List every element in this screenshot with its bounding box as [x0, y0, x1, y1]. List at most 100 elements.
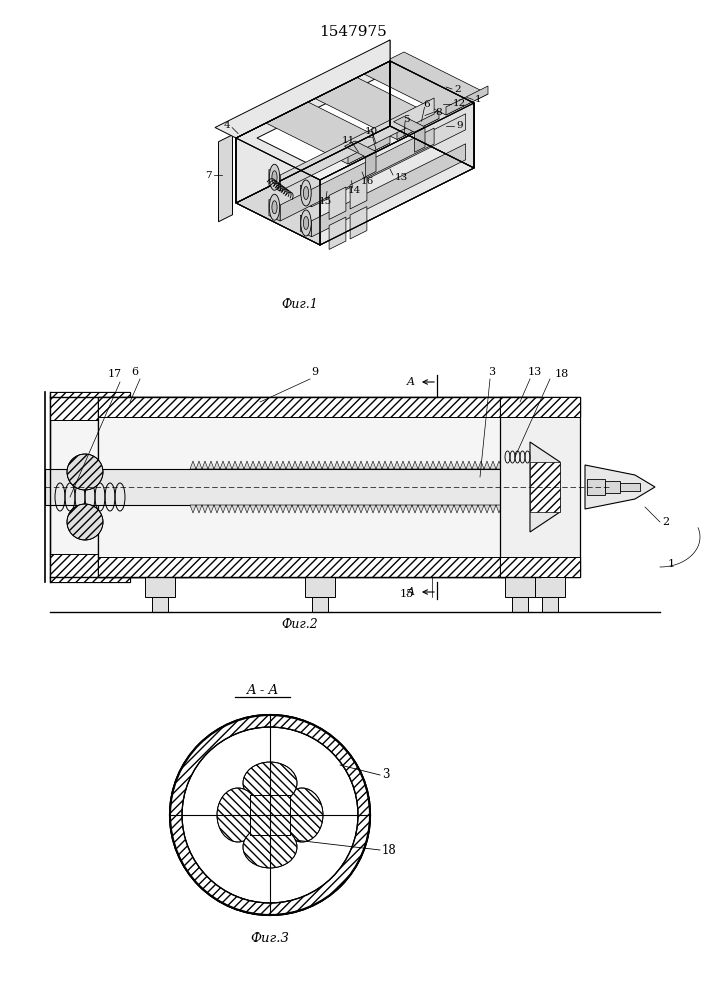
Polygon shape [236, 138, 320, 245]
Polygon shape [312, 144, 466, 237]
Text: 3: 3 [382, 768, 390, 782]
Bar [250, 795, 290, 835]
Text: A: A [407, 377, 415, 387]
Bar [312, 597, 328, 612]
Polygon shape [280, 98, 434, 191]
Polygon shape [344, 141, 376, 157]
Text: 10: 10 [364, 127, 378, 136]
Bar [98, 397, 188, 577]
Polygon shape [350, 177, 367, 209]
Text: 12: 12 [452, 99, 466, 108]
Ellipse shape [300, 180, 311, 206]
Bar [587, 479, 605, 495]
Polygon shape [313, 77, 439, 139]
Ellipse shape [269, 164, 280, 190]
Polygon shape [264, 101, 390, 164]
Ellipse shape [300, 210, 311, 236]
Polygon shape [236, 61, 474, 180]
Bar [98, 557, 540, 577]
Text: 16: 16 [361, 178, 373, 186]
Text: 3: 3 [489, 367, 496, 377]
Text: 15: 15 [400, 589, 414, 599]
Text: 9: 9 [312, 367, 319, 377]
Text: 11: 11 [342, 136, 355, 145]
Ellipse shape [243, 762, 297, 804]
Circle shape [67, 454, 103, 490]
Text: 9: 9 [456, 121, 462, 130]
Text: 17: 17 [108, 369, 122, 379]
Polygon shape [300, 185, 312, 207]
Ellipse shape [303, 186, 308, 200]
Text: A: A [407, 587, 415, 597]
Text: 2: 2 [454, 85, 461, 94]
Polygon shape [390, 61, 474, 168]
Ellipse shape [272, 201, 277, 214]
Polygon shape [190, 461, 502, 469]
Polygon shape [397, 110, 439, 139]
Bar [50, 392, 130, 582]
Polygon shape [414, 127, 425, 152]
Bar [45, 469, 550, 505]
Bar [605, 481, 620, 493]
Polygon shape [362, 52, 488, 115]
Ellipse shape [281, 788, 323, 842]
Text: 13: 13 [528, 367, 542, 377]
Bar [500, 557, 580, 577]
Polygon shape [312, 114, 466, 207]
Bar [500, 397, 580, 577]
Bar [250, 795, 290, 835]
Ellipse shape [269, 194, 280, 220]
Bar [98, 397, 540, 417]
Bar [145, 577, 175, 597]
Bar [505, 577, 535, 597]
Polygon shape [320, 103, 474, 245]
Circle shape [170, 715, 370, 915]
Bar [530, 462, 560, 512]
Polygon shape [269, 169, 280, 191]
Text: 6: 6 [132, 367, 139, 377]
Bar [542, 597, 558, 612]
Text: 6: 6 [423, 100, 430, 109]
Wedge shape [170, 715, 370, 915]
Polygon shape [218, 135, 233, 222]
Bar [98, 557, 188, 577]
Ellipse shape [303, 217, 308, 230]
Text: 14: 14 [348, 186, 361, 195]
Bar [152, 597, 168, 612]
Polygon shape [257, 72, 453, 169]
Bar [100, 557, 580, 577]
Bar [512, 597, 528, 612]
Bar [620, 483, 640, 491]
Text: 7: 7 [205, 170, 212, 180]
Bar [500, 397, 580, 417]
Text: 13: 13 [395, 172, 408, 182]
Bar [535, 577, 565, 597]
Polygon shape [329, 217, 346, 249]
Polygon shape [215, 40, 390, 138]
Polygon shape [585, 465, 655, 509]
Bar [100, 397, 580, 417]
Text: 1547975: 1547975 [319, 25, 387, 39]
Polygon shape [236, 40, 390, 138]
Bar [98, 397, 540, 577]
Text: 5: 5 [403, 114, 409, 123]
Text: Фиг.3: Фиг.3 [250, 932, 289, 944]
Text: 4: 4 [223, 121, 230, 130]
Circle shape [67, 504, 103, 540]
Polygon shape [348, 135, 390, 164]
Polygon shape [329, 187, 346, 219]
Bar [305, 577, 335, 597]
Polygon shape [236, 61, 390, 203]
Bar [50, 554, 130, 582]
Ellipse shape [217, 788, 259, 842]
Text: 2: 2 [662, 517, 669, 527]
Polygon shape [300, 215, 312, 237]
Polygon shape [394, 116, 425, 132]
Polygon shape [350, 207, 367, 239]
Text: 18: 18 [382, 844, 397, 856]
Polygon shape [190, 505, 502, 513]
Text: Фиг.1: Фиг.1 [281, 298, 318, 310]
Ellipse shape [272, 171, 277, 184]
Text: 1: 1 [668, 559, 675, 569]
Text: A - A: A - A [246, 684, 278, 696]
